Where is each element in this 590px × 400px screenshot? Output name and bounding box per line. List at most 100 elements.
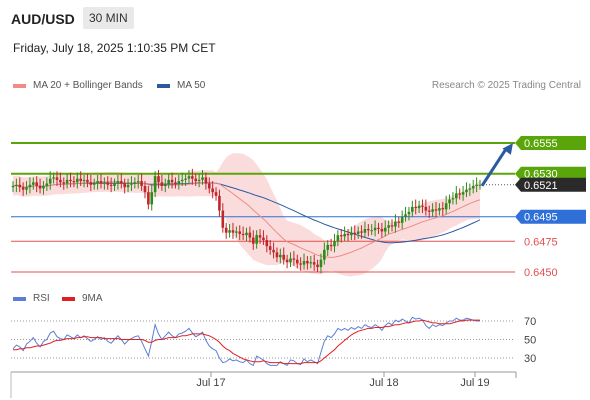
candle-body (427, 210, 431, 212)
candle-body (407, 211, 411, 215)
candle-body (380, 229, 384, 232)
candle-body (231, 230, 235, 233)
candle-body (458, 193, 461, 195)
candle-body (180, 179, 184, 182)
candle-body (262, 237, 265, 241)
candle-body (218, 195, 221, 211)
candle-body (197, 179, 201, 182)
candle-body (245, 232, 248, 236)
candle-body (394, 221, 397, 227)
price-tag-label: 0.6495 (524, 212, 558, 224)
candle-body (45, 183, 49, 186)
candle-body (48, 178, 52, 184)
candle-body (241, 233, 245, 236)
candle-body (367, 229, 370, 231)
candle-body (150, 192, 154, 205)
rsi-tick-label: 70 (524, 316, 536, 328)
price-tag-label: 0.6475 (524, 236, 558, 248)
ma50-swatch (157, 83, 170, 88)
candle-body (153, 176, 157, 193)
candle-body (75, 178, 79, 183)
candle-body (224, 227, 228, 233)
candle-body (411, 206, 414, 212)
candle-body (268, 246, 272, 250)
price-tag: 0.6475 (524, 236, 558, 248)
candle-body (448, 199, 451, 204)
candle-body (289, 258, 292, 263)
candle-body (187, 176, 191, 179)
candle-body (326, 244, 330, 250)
candle-body (147, 192, 150, 205)
candle-body (126, 184, 130, 188)
candle-body (174, 182, 177, 184)
symbol-title: AUD/USD (11, 11, 75, 27)
candle-body (235, 231, 238, 233)
x-tick-label: Jul 19 (460, 377, 489, 389)
candle-body (319, 259, 323, 268)
legend-9ma: 9MA (62, 293, 103, 304)
price-tag-label: 0.6450 (524, 267, 558, 279)
candle-body (336, 235, 340, 242)
candle-body (15, 184, 18, 186)
candle-body (201, 177, 204, 180)
candle-body (99, 181, 103, 184)
candle-body (167, 179, 170, 184)
candle-body (133, 182, 137, 184)
candle-body (377, 227, 380, 229)
candle-body (312, 262, 316, 265)
candle-body (130, 183, 133, 185)
price-tag: 0.6495 (515, 209, 586, 224)
price-tag-label: 0.6521 (524, 180, 558, 192)
candle-body (333, 241, 336, 247)
candle-body (383, 227, 387, 232)
candle-body (143, 186, 147, 193)
candle-body (72, 181, 76, 183)
candle-body (390, 225, 394, 227)
candle-body (475, 184, 478, 186)
candle-body (306, 260, 309, 264)
candle-body (106, 182, 110, 185)
candle-body (373, 227, 377, 231)
candle-body (295, 259, 299, 264)
candle-body (421, 205, 424, 207)
candle-body (170, 179, 174, 183)
candle-body (136, 181, 140, 183)
candle-body (360, 231, 363, 233)
candle-body (471, 186, 475, 189)
candle-body (103, 182, 106, 184)
candle-body (285, 259, 289, 263)
candle-body (69, 179, 72, 182)
timeframe-badge[interactable]: 30 MIN (83, 7, 134, 29)
candle-body (207, 183, 211, 189)
candle-body (86, 179, 89, 183)
candle-body (42, 186, 45, 189)
candle-body (465, 189, 468, 193)
candle-body (461, 192, 465, 195)
candle-body (329, 244, 333, 247)
candle-body (275, 252, 279, 258)
price-tag-label: 0.6555 (524, 138, 558, 150)
candle-body (38, 186, 42, 189)
candle-body (323, 249, 326, 260)
candle-body (434, 209, 438, 211)
candle-body (292, 258, 296, 260)
rsi-tick-label: 50 (524, 335, 536, 347)
candle-body (157, 176, 160, 183)
rsi-label: RSI (33, 293, 50, 304)
candle-body (191, 176, 194, 179)
candle-body (414, 206, 418, 209)
candle-body (116, 181, 120, 184)
candle-body (89, 182, 93, 185)
candle-body (468, 188, 472, 190)
candle-body (441, 208, 445, 210)
candle-body (370, 230, 374, 232)
candle-body (92, 183, 96, 185)
candle-body (62, 182, 66, 184)
candle-body (451, 198, 455, 200)
candle-body (28, 184, 32, 188)
rsi-ma9-line (13, 319, 480, 365)
candle-body (387, 225, 390, 228)
candle-body (109, 184, 113, 186)
price-tag-bg (515, 177, 586, 192)
